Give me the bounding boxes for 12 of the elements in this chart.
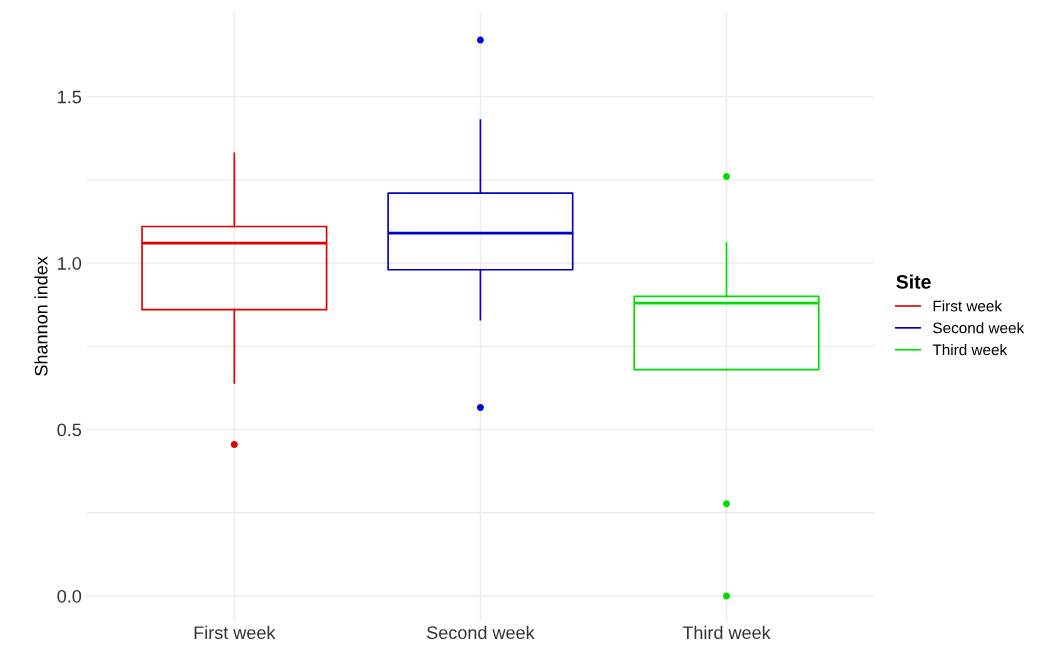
y-axis-title: Shannon index (34, 256, 48, 376)
legend-label: Second week (933, 322, 1025, 334)
legend-label: Third week (932, 344, 1008, 356)
y-tick-label: 1.0 (58, 257, 82, 270)
x-tick-label: Second week (427, 625, 535, 640)
x-tick-label: First week (194, 625, 276, 640)
y-tick-label: 0.0 (57, 589, 82, 603)
y-tick-label: 1.5 (58, 90, 82, 104)
legend-title: Site (896, 274, 931, 289)
y-tick-label: 0.5 (57, 423, 82, 437)
legend-label: First week (933, 300, 1003, 312)
x-tick-label: Third week (682, 625, 771, 640)
